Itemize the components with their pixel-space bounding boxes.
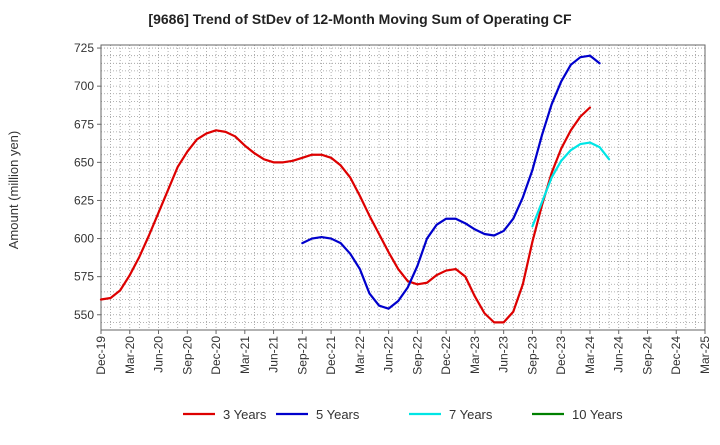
series-line-3-years (99, 106, 592, 324)
x-tick-label: Mar-25 (698, 336, 712, 374)
series-line-5-years (301, 54, 601, 310)
x-tick-label: Jun-23 (497, 336, 511, 373)
y-tick-label: 550 (74, 308, 94, 322)
x-tick-label: Sep-23 (525, 336, 539, 375)
series-line-7-years (531, 141, 611, 228)
y-tick-label: 600 (74, 232, 94, 246)
x-tick-label: Sep-20 (180, 336, 194, 375)
x-tick-label: Jun-21 (267, 336, 281, 373)
x-tick-label: Dec-24 (669, 336, 683, 375)
x-tick-label: Dec-23 (554, 336, 568, 375)
x-tick-label: Mar-22 (353, 336, 367, 374)
x-tick-label: Mar-21 (238, 336, 252, 374)
chart-title: [9686] Trend of StDev of 12-Month Moving… (148, 11, 572, 27)
x-tick-label: Dec-20 (209, 336, 223, 375)
x-tick-label: Dec-22 (439, 336, 453, 375)
x-tick-label: Mar-24 (583, 336, 597, 374)
legend-label-7-years: 7 Years (449, 407, 493, 422)
y-axis-label: Amount (million yen) (6, 131, 21, 250)
x-tick-label: Jun-22 (382, 336, 396, 373)
y-tick-label: 725 (74, 41, 94, 55)
x-tick-label: Sep-21 (295, 336, 309, 375)
plot-frame (100, 44, 706, 331)
x-tick-label: Jun-24 (612, 336, 626, 373)
x-tick-label: Mar-23 (468, 336, 482, 374)
y-tick-label: 700 (74, 79, 94, 93)
y-tick-label: 625 (74, 193, 94, 207)
x-tick-label: Dec-19 (94, 336, 108, 375)
x-tick-label: Jun-20 (152, 336, 166, 373)
x-tick-label: Dec-21 (324, 336, 338, 375)
legend: 3 Years 5 Years 7 Years 10 Years (183, 407, 623, 422)
legend-label-3-years: 3 Years (223, 407, 267, 422)
y-tick-label: 650 (74, 155, 94, 169)
x-tick-label: Mar-20 (123, 336, 137, 374)
plot-area: 550 575 600 625 650 675 700 725 Dec-19 Mar-20 Jun-… (74, 41, 712, 375)
legend-label-5-years: 5 Years (316, 407, 360, 422)
plot-background (101, 45, 705, 330)
x-tick-label: Sep-22 (410, 336, 424, 375)
legend-label-10-years: 10 Years (572, 407, 623, 422)
y-tick-label: 575 (74, 270, 94, 284)
x-tick-label: Sep-24 (640, 336, 654, 375)
y-tick-label: 675 (74, 117, 94, 131)
